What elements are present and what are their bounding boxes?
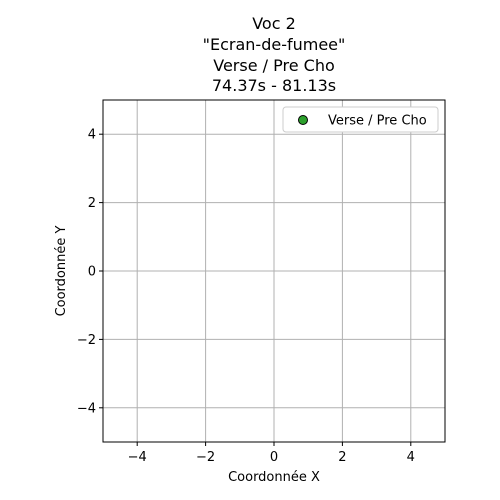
x-tick-label: 0 bbox=[270, 450, 278, 465]
y-axis-label: Coordonnée Y bbox=[54, 226, 69, 317]
x-axis-label: Coordonnée X bbox=[228, 470, 320, 485]
chart-title: Voc 2 "Ecran-de-fumee" Verse / Pre Cho 7… bbox=[203, 14, 346, 95]
grid-lines bbox=[103, 100, 445, 442]
x-tick-label: −4 bbox=[128, 450, 147, 465]
legend: Verse / Pre Cho bbox=[282, 106, 439, 133]
x-tick-label: −2 bbox=[196, 450, 215, 465]
y-axis-ticks: −4 −2 0 2 4 bbox=[77, 128, 103, 416]
y-tick-label: −4 bbox=[77, 401, 96, 416]
x-tick-label: 4 bbox=[407, 450, 415, 465]
y-tick-label: −2 bbox=[77, 333, 96, 348]
title-line-1: Voc 2 bbox=[252, 14, 296, 33]
x-axis-ticks: −4 −2 0 2 4 bbox=[128, 442, 415, 465]
y-tick-label: 4 bbox=[88, 128, 96, 143]
legend-box bbox=[282, 106, 439, 133]
title-line-2: "Ecran-de-fumee" bbox=[203, 35, 346, 54]
title-line-3: Verse / Pre Cho bbox=[213, 56, 335, 75]
title-line-4: 74.37s - 81.13s bbox=[212, 76, 336, 95]
legend-marker-verse-pre-cho bbox=[298, 115, 308, 125]
x-tick-label: 2 bbox=[338, 450, 346, 465]
y-tick-label: 2 bbox=[88, 196, 96, 211]
legend-label-verse-pre-cho: Verse / Pre Cho bbox=[328, 114, 427, 129]
y-tick-label: 0 bbox=[88, 265, 96, 280]
